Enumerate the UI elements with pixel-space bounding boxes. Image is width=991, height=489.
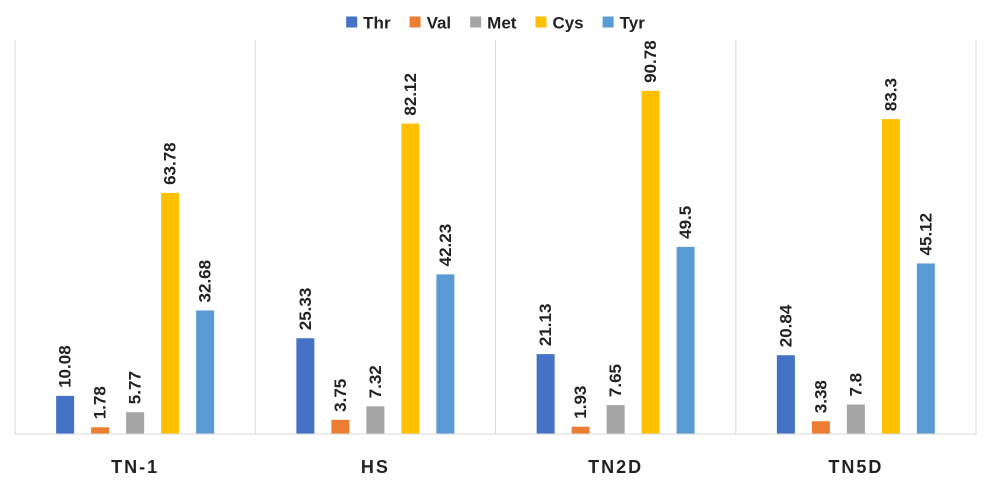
data-label: 45.12 [916, 213, 935, 256]
bar-tyr-hs [436, 274, 455, 434]
legend-swatch-val [409, 16, 421, 28]
data-label: 10.08 [56, 345, 75, 388]
bar-thr-tn-1 [56, 395, 75, 434]
x-tick-label: TN5D [828, 457, 883, 477]
data-label: 83.3 [881, 78, 900, 111]
data-label: 3.75 [331, 379, 350, 412]
legend-swatch-cys [535, 16, 547, 28]
data-label: 7.8 [846, 373, 865, 397]
legend-swatch-thr [346, 16, 358, 28]
plot-area: 10.08 25.33 21.13 20.84 1.78 3.75 1.93 3.38 5.77… [14, 40, 977, 435]
bar-cys-hs [401, 123, 420, 435]
bar-met-hs [366, 406, 385, 434]
bar-val-hs [331, 419, 350, 434]
legend-swatch-tyr [602, 16, 614, 28]
bar-cys-tn-1 [161, 192, 180, 434]
data-label: 42.23 [436, 224, 455, 267]
legend-label-val: Val [427, 14, 452, 33]
bar-met-tn2d [606, 405, 625, 434]
data-label: 3.38 [811, 380, 830, 413]
bar-cys-tn5d [881, 119, 900, 434]
bar-val-tn2d [571, 426, 590, 434]
bar-tyr-tn-1 [196, 310, 215, 434]
data-label: 82.12 [401, 73, 420, 116]
bar-thr-tn2d [536, 354, 555, 434]
legend-swatch-met [470, 16, 482, 28]
data-label: 5.77 [126, 371, 145, 404]
data-label: 90.78 [641, 40, 660, 83]
data-label: 63.78 [161, 142, 180, 185]
bar-met-tn5d [846, 404, 865, 434]
bar-val-tn-1 [91, 427, 110, 434]
data-label: 32.68 [196, 260, 215, 303]
legend-label-cys: Cys [552, 14, 583, 33]
chart-legend: Thr Val Met Cys Tyr [346, 14, 645, 33]
bar-thr-tn5d [776, 355, 795, 434]
x-tick-label: TN2D [588, 457, 643, 477]
bar-tyr-tn5d [916, 263, 935, 434]
legend-label-tyr: Tyr [620, 14, 646, 33]
x-tick-label: HS [361, 457, 390, 477]
data-label: 25.33 [296, 288, 315, 331]
data-label: 7.65 [606, 364, 625, 397]
bar-tyr-tn2d [676, 246, 695, 434]
legend-label-thr: Thr [363, 14, 391, 33]
data-label: 1.78 [91, 386, 110, 419]
bar-thr-hs [296, 338, 315, 434]
data-label: 1.93 [571, 386, 590, 419]
bar-met-tn-1 [126, 412, 145, 434]
data-label: 20.84 [776, 304, 795, 347]
x-tick-label: TN-1 [111, 457, 159, 477]
data-label: 49.5 [676, 206, 695, 239]
data-label: 7.32 [366, 365, 385, 398]
data-label: 21.13 [536, 304, 555, 347]
bar-val-tn5d [811, 421, 830, 434]
legend-label-met: Met [487, 14, 517, 33]
x-axis: TN-1 HS TN2D TN5D [15, 433, 976, 477]
bar-cys-tn2d [641, 90, 660, 435]
